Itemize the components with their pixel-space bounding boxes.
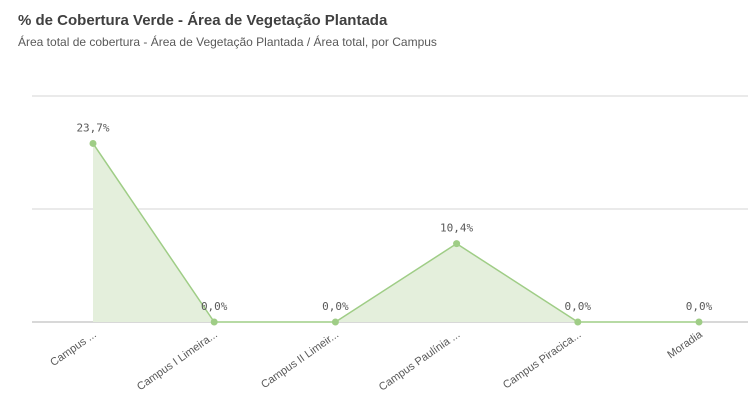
- point: [210, 318, 218, 326]
- point: [574, 318, 582, 326]
- x-tick-label: Moradia: [665, 328, 705, 361]
- x-tick-label: Campus I Limeira...: [135, 329, 220, 394]
- point: [331, 318, 339, 326]
- point: [453, 240, 461, 248]
- data-label: 0,0%: [201, 300, 228, 313]
- data-label: 0,0%: [322, 300, 349, 313]
- area-fill: [93, 143, 699, 322]
- point: [695, 318, 703, 326]
- chart-title: % de Cobertura Verde - Área de Vegetação…: [18, 12, 388, 29]
- data-label: 10,4%: [440, 222, 473, 235]
- point: [89, 139, 97, 147]
- data-label: 0,0%: [565, 300, 592, 313]
- x-tick-label: Campus II Limeir...: [259, 329, 341, 391]
- line: [92, 143, 699, 323]
- data-label: 0,0%: [686, 300, 713, 313]
- x-tick-label: Campus ...: [48, 329, 98, 369]
- data-label: 23,7%: [76, 121, 109, 134]
- chart-subtitle: Área total de cobertura - Área de Vegeta…: [18, 34, 437, 49]
- x-tick-label: Campus Piracica...: [501, 329, 584, 392]
- x-tick-label: Campus Paulínia ...: [377, 329, 463, 394]
